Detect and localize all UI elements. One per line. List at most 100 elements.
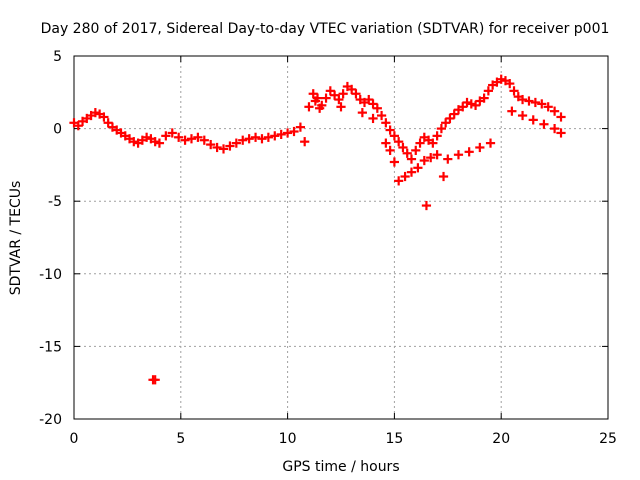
data-point <box>389 157 399 167</box>
x-tick-label: 25 <box>599 431 617 447</box>
x-tick-label: 0 <box>70 431 79 447</box>
x-tick-label: 10 <box>279 431 297 447</box>
x-tick-label: 5 <box>176 431 185 447</box>
data-point <box>421 200 432 211</box>
data-point <box>543 102 553 112</box>
data-point <box>368 113 378 124</box>
data-point <box>372 103 382 113</box>
data-point <box>364 94 374 105</box>
data-point <box>103 118 113 128</box>
x-tick-label: 20 <box>492 431 510 447</box>
data-point <box>400 171 410 182</box>
data-point <box>199 135 209 145</box>
data-point <box>436 123 446 134</box>
x-axis-label: GPS time / hours <box>282 459 399 475</box>
data-point <box>413 163 423 173</box>
data-point <box>524 96 534 106</box>
data-point <box>357 108 367 118</box>
data-point <box>381 118 391 128</box>
data-point <box>426 153 436 163</box>
data-point <box>509 86 519 96</box>
data-points <box>69 74 566 385</box>
data-point <box>475 142 485 153</box>
data-point <box>556 128 566 138</box>
data-point <box>517 110 528 121</box>
data-point <box>300 137 310 147</box>
data-point <box>385 145 395 155</box>
data-point <box>449 109 459 119</box>
data-point <box>376 110 387 121</box>
data-point <box>453 150 464 160</box>
data-point <box>308 89 318 99</box>
data-point <box>530 97 540 108</box>
data-point <box>206 139 216 150</box>
data-point <box>539 119 549 129</box>
data-point <box>250 132 261 142</box>
data-point <box>528 115 538 125</box>
data-point <box>549 106 560 116</box>
data-point <box>225 141 235 151</box>
data-point <box>438 171 449 182</box>
data-point <box>283 128 293 138</box>
data-point <box>483 86 493 96</box>
y-tick-label: 0 <box>53 122 62 138</box>
data-point <box>329 90 340 100</box>
data-point <box>150 375 160 385</box>
x-tick-labels: 0 5 10 15 20 25 <box>70 431 617 447</box>
data-point <box>73 121 83 131</box>
data-point <box>154 138 165 148</box>
data-point <box>263 132 273 142</box>
data-point <box>464 147 474 157</box>
grid <box>74 56 608 419</box>
data-point <box>385 125 395 135</box>
y-tick-label: 5 <box>53 49 62 65</box>
data-point <box>394 176 404 186</box>
data-point <box>276 129 286 140</box>
data-point <box>445 113 455 124</box>
data-point <box>389 131 399 141</box>
y-tick-labels: 5 0 -5 -10 -15 -20 <box>39 49 62 428</box>
data-point <box>315 103 325 113</box>
plot-frame <box>73 55 609 420</box>
data-point <box>381 138 391 148</box>
data-point <box>485 138 496 148</box>
data-point <box>394 137 404 147</box>
y-tick-label: -10 <box>39 267 62 283</box>
data-point <box>321 93 331 103</box>
data-point <box>347 84 357 94</box>
data-point <box>304 102 314 112</box>
data-point <box>336 102 346 112</box>
data-point <box>257 134 267 144</box>
data-point <box>338 89 348 99</box>
data-point <box>180 135 190 145</box>
data-point <box>244 134 254 144</box>
data-point <box>231 138 241 148</box>
data-point <box>432 131 442 141</box>
data-point <box>167 128 177 138</box>
data-point <box>432 150 442 160</box>
data-point <box>186 134 197 144</box>
data-point <box>161 131 171 141</box>
data-point <box>334 94 344 105</box>
data-point <box>556 112 566 122</box>
data-point <box>289 126 299 137</box>
data-point <box>443 154 453 164</box>
data-point <box>174 132 184 142</box>
data-point <box>325 86 335 96</box>
y-tick-label: -20 <box>39 412 62 428</box>
data-point <box>507 106 517 116</box>
data-point <box>218 144 229 154</box>
data-point <box>470 100 481 110</box>
y-axis-label: SDTVAR / TECUs <box>8 181 24 296</box>
data-point <box>212 142 222 153</box>
data-point <box>458 102 468 112</box>
data-point <box>310 96 320 106</box>
data-point <box>368 99 378 109</box>
data-point <box>295 122 306 132</box>
data-point <box>428 138 438 148</box>
data-point <box>270 131 280 141</box>
data-point <box>398 142 408 153</box>
data-point <box>549 123 560 134</box>
data-point <box>441 118 451 128</box>
